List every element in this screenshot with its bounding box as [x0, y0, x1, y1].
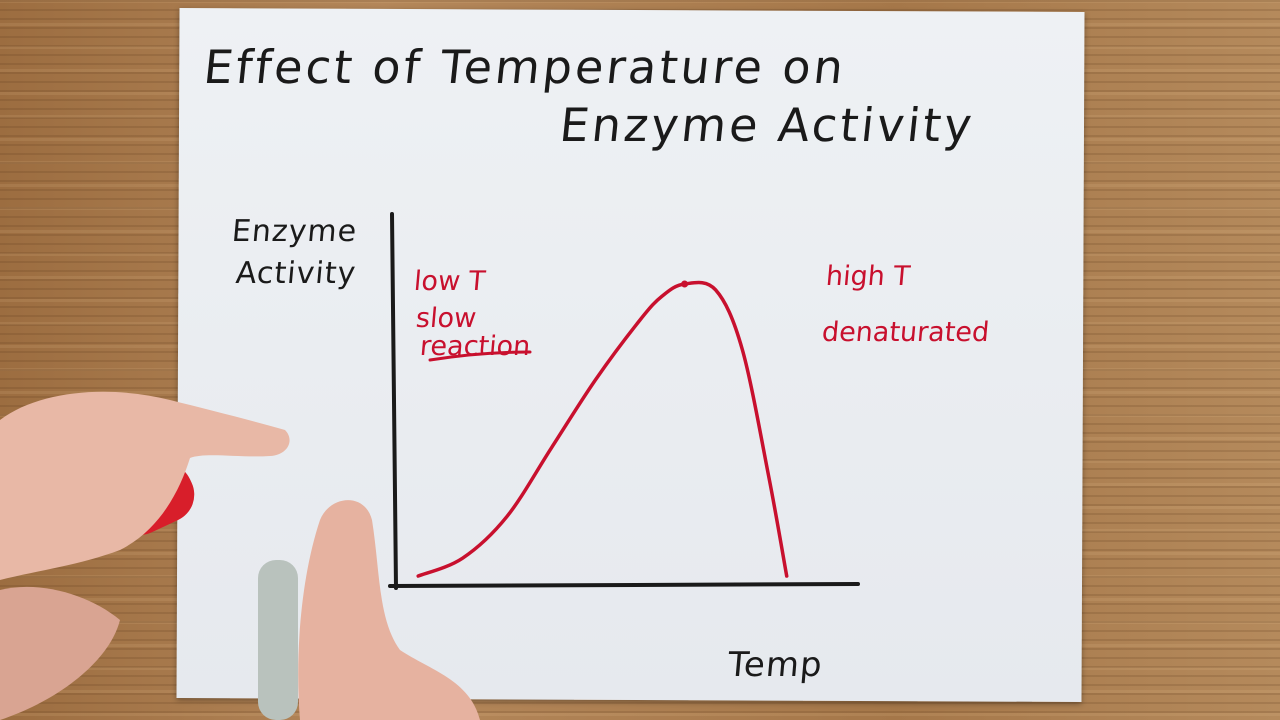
x-axis — [388, 582, 860, 588]
low-annotation-underline — [428, 350, 532, 362]
y-axis — [390, 212, 398, 590]
gray-marker — [258, 560, 298, 720]
peak-point — [681, 280, 689, 288]
left-hand-lower — [0, 586, 120, 720]
series-layer — [416, 280, 789, 578]
left-hand — [0, 391, 290, 580]
hand-illustration — [0, 391, 480, 720]
series-line-0 — [416, 280, 789, 578]
right-hand — [298, 500, 480, 720]
